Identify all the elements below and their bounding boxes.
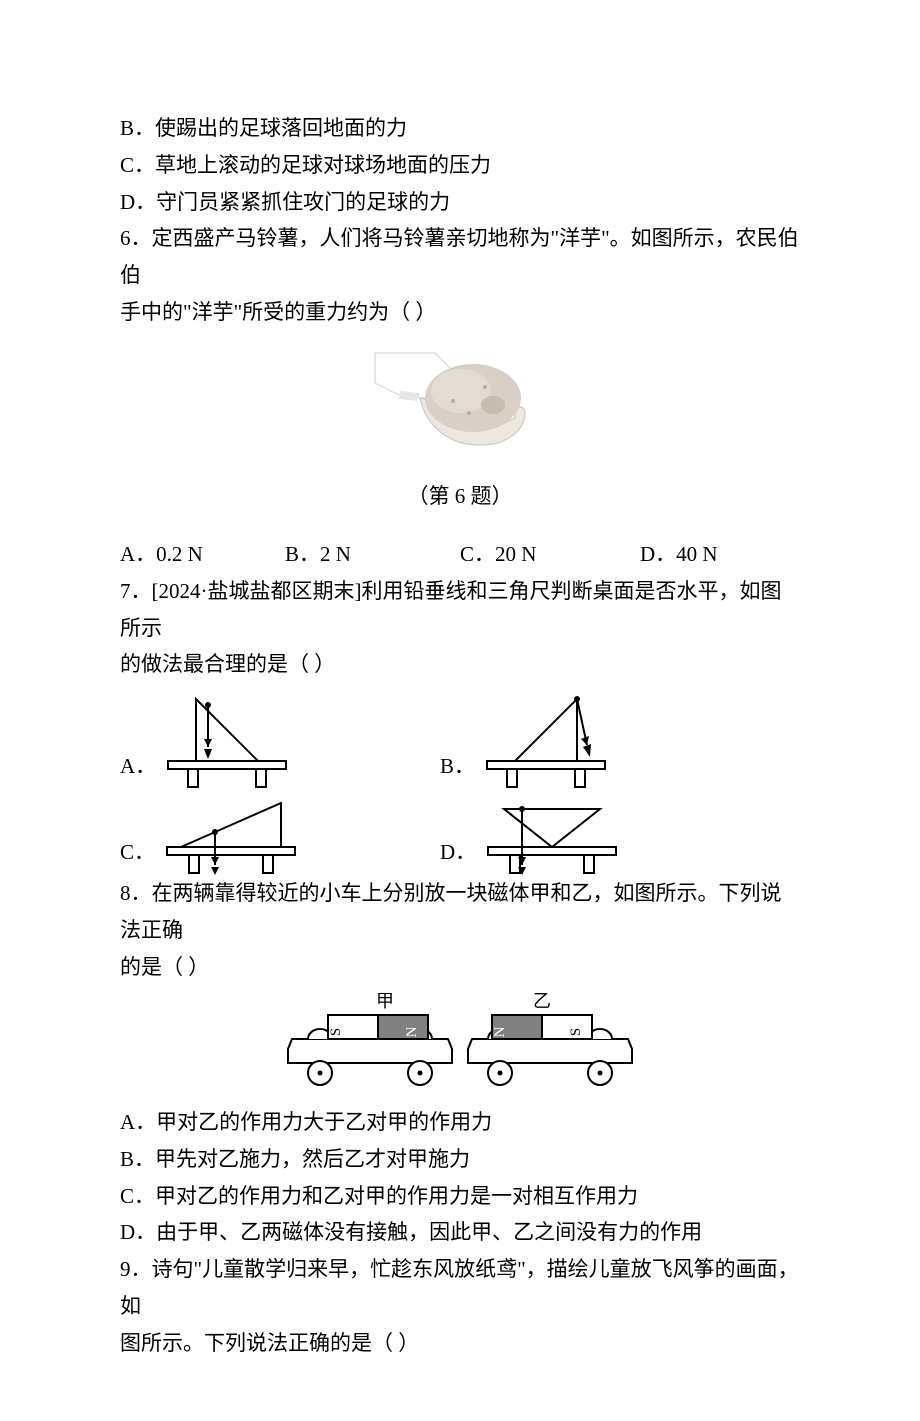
q6-stem-line2: 手中的"洋芋"所受的重力约为（ ）: [120, 294, 800, 331]
q7-diagram-a: [162, 689, 292, 789]
q6-option-b: B．2 N: [285, 536, 460, 573]
q7-diagram-d: [482, 795, 622, 875]
svg-text:N: N: [492, 1027, 508, 1038]
q8-option-d: D．由于甲、乙两磁体没有接触，因此甲、乙之间没有力的作用: [120, 1214, 800, 1251]
q5-option-b: B．使踢出的足球落回地面的力: [120, 110, 800, 147]
q9-stem-line1: 9．诗句"儿童散学归来早，忙趁东风放纸鸢"，描绘儿童放飞风筝的画面，如: [120, 1251, 800, 1325]
q8-option-c: C．甲对乙的作用力和乙对甲的作用力是一对相互作用力: [120, 1178, 800, 1215]
q8-option-a: A．甲对乙的作用力大于乙对甲的作用力: [120, 1104, 800, 1141]
q6-figure: [120, 343, 800, 475]
q8-option-b: B．甲先对乙施力，然后乙才对甲施力: [120, 1141, 800, 1178]
q8-label-jia: 甲: [376, 993, 394, 1011]
q7-diagram-c: [161, 795, 301, 875]
q7-label-b: B．: [440, 748, 481, 789]
page: B．使踢出的足球落回地面的力 C．草地上滚动的足球对球场地面的压力 D．守门员紧…: [0, 0, 920, 1421]
q8-label-yi: 乙: [533, 993, 551, 1011]
q8-stem-line1: 8．在两辆靠得较近的小车上分别放一块磁体甲和乙，如图所示。下列说法正确: [120, 875, 800, 949]
q7-label-a: A．: [120, 748, 162, 789]
q7-row-ab: A． B．: [120, 689, 800, 789]
q6-caption: （第 6 题）: [120, 478, 800, 515]
svg-text:S: S: [568, 1028, 584, 1036]
q8-cart-left: S N: [288, 1015, 452, 1085]
q7-stem-line2: 的做法最合理的是（ ）: [120, 646, 800, 683]
q7-stem-line1: 7．[2024·盐城盐都区期末]利用铅垂线和三角尺判断桌面是否水平，如图所示: [120, 573, 800, 647]
q6-option-d: D．40 N: [640, 536, 718, 573]
q8-stem-line2: 的是（ ）: [120, 949, 800, 986]
q6-options: A．0.2 N B．2 N C．20 N D．40 N: [120, 536, 800, 573]
q7-label-d: D．: [440, 834, 482, 875]
q8-figure: 甲 乙 S N: [120, 993, 800, 1100]
q6-option-c: C．20 N: [460, 536, 640, 573]
q7-label-c: C．: [120, 834, 161, 875]
svg-text:S: S: [328, 1028, 344, 1036]
svg-text:N: N: [404, 1027, 420, 1038]
q5-option-d: D．守门员紧紧抓住攻门的足球的力: [120, 184, 800, 221]
q8-cart-right: N S: [468, 1015, 632, 1085]
q8-magnets-diagram: 甲 乙 S N: [280, 993, 640, 1088]
q5-option-c: C．草地上滚动的足球对球场地面的压力: [120, 147, 800, 184]
q7-row-cd: C． D．: [120, 795, 800, 875]
q6-potato-image: [365, 343, 555, 463]
q9-stem-line2: 图所示。下列说法正确的是（ ）: [120, 1325, 800, 1362]
q6-option-a: A．0.2 N: [120, 536, 285, 573]
q6-stem-line1: 6．定西盛产马铃薯，人们将马铃薯亲切地称为"洋芋"。如图所示，农民伯伯: [120, 220, 800, 294]
q7-diagram-b: [481, 689, 611, 789]
